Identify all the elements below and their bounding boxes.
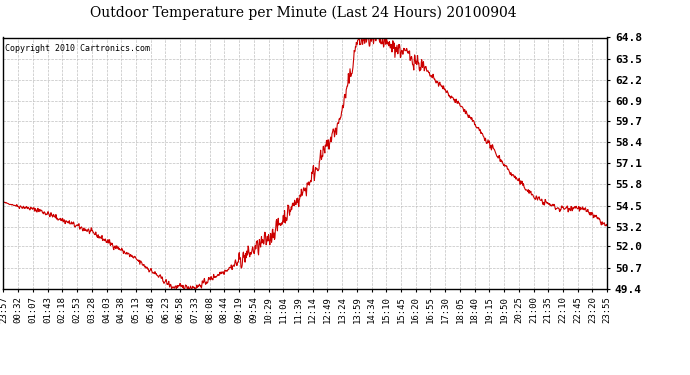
Text: Copyright 2010 Cartronics.com: Copyright 2010 Cartronics.com [6, 44, 150, 53]
Text: Outdoor Temperature per Minute (Last 24 Hours) 20100904: Outdoor Temperature per Minute (Last 24 … [90, 6, 517, 20]
